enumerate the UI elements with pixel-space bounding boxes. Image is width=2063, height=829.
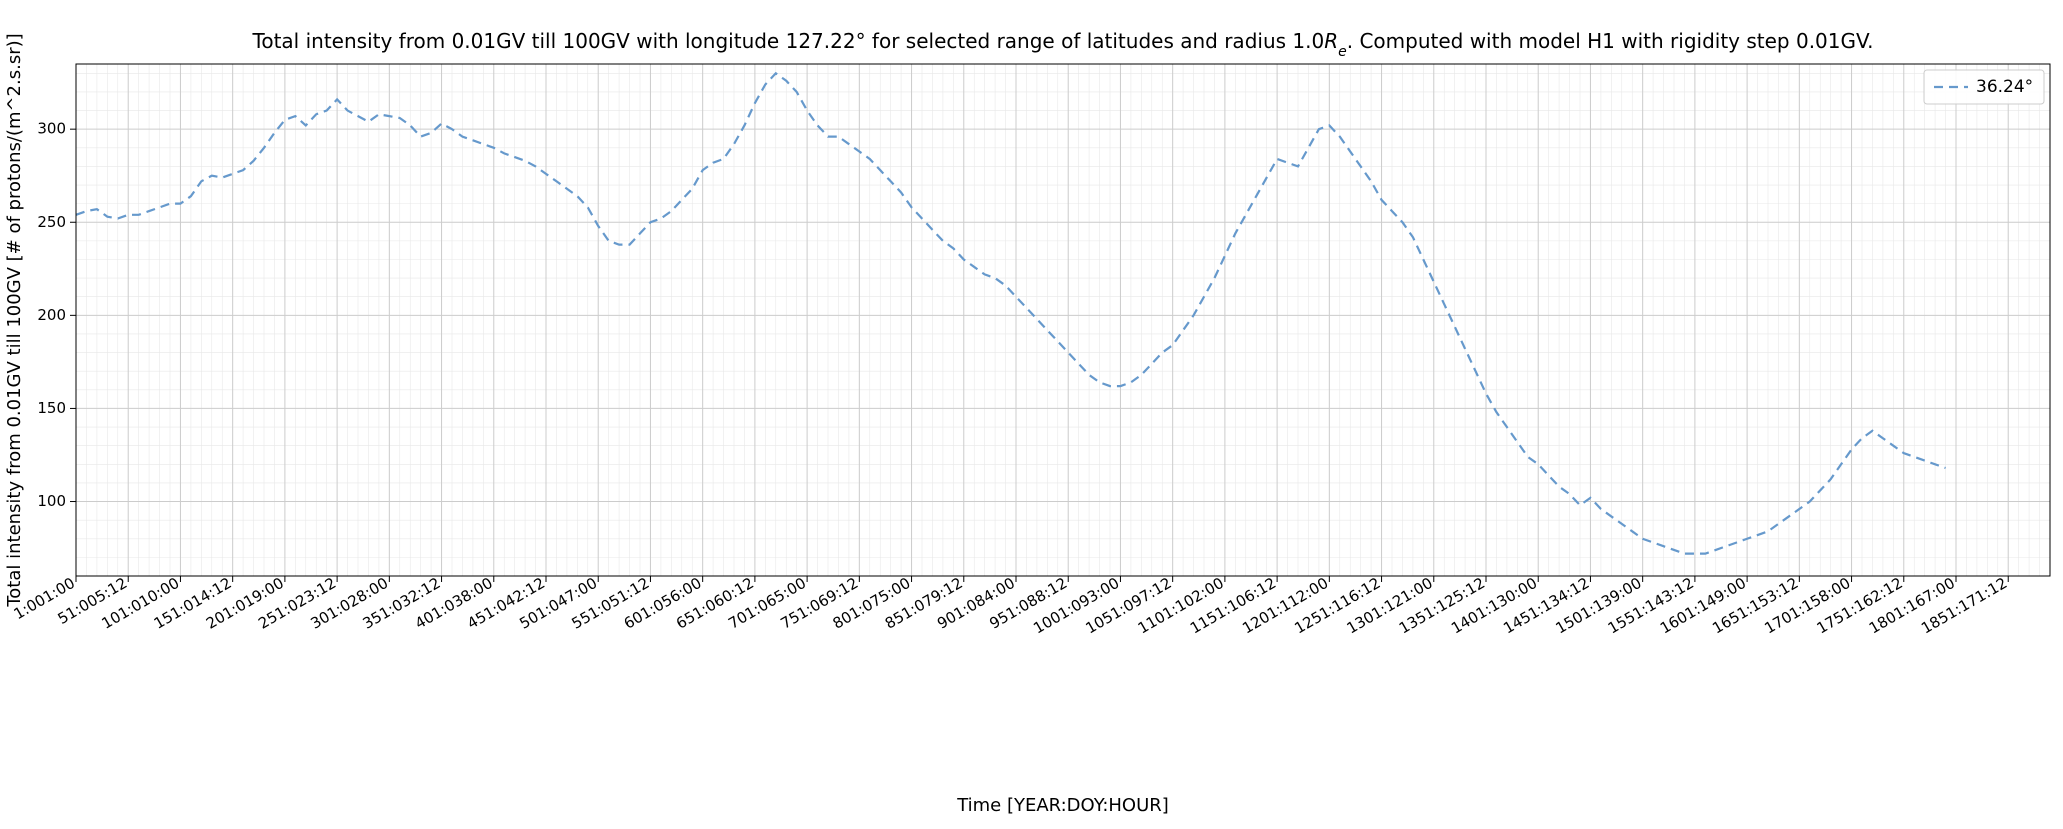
legend-label: 36.24° — [1976, 77, 2033, 97]
y-tick-label: 150 — [37, 399, 66, 417]
y-tick-label: 300 — [37, 120, 66, 138]
intensity-line-chart: 1001502002503001:001:0051:005:12101:010:… — [0, 0, 2063, 829]
x-axis-label: Time [YEAR:DOY:HOUR] — [956, 795, 1169, 816]
y-axis-label: Total intensity from 0.01GV till 100GV [… — [4, 33, 25, 607]
y-tick-label: 200 — [37, 306, 66, 324]
legend: 36.24° — [1924, 70, 2044, 104]
y-tick-label: 250 — [37, 213, 66, 231]
chart-container: 1001502002503001:001:0051:005:12101:010:… — [0, 0, 2063, 829]
y-tick-label: 100 — [37, 492, 66, 510]
chart-background — [0, 0, 2063, 829]
